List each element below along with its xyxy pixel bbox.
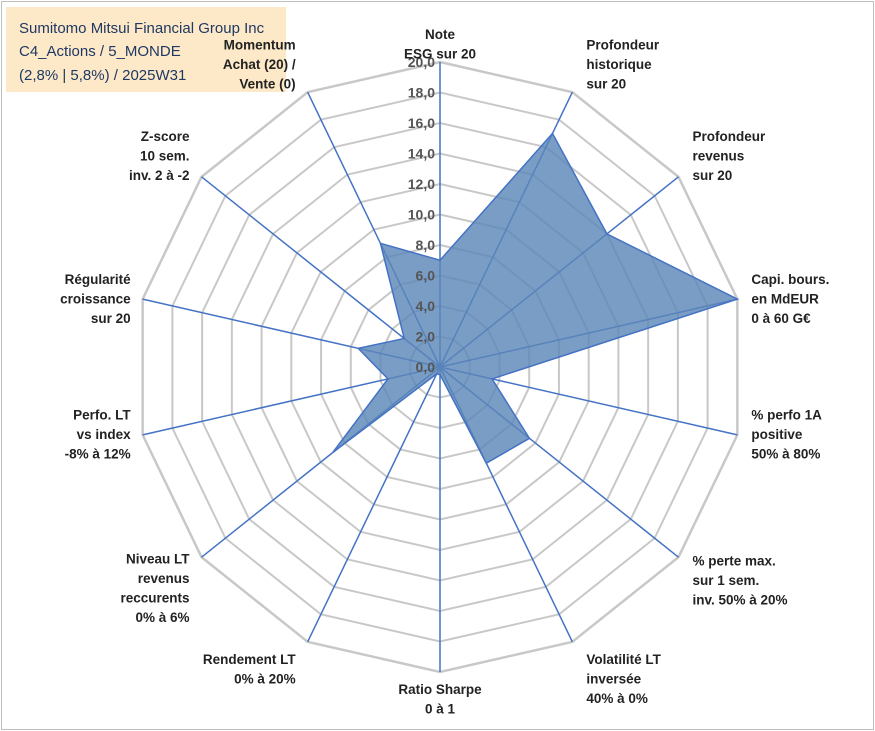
tick-label: 14,0 (408, 146, 435, 162)
axis-label-line: Vente (0) (239, 77, 295, 92)
axis-label: Volatilité LT inversée 40% à 0% (586, 652, 661, 706)
axis-label: Perfo. LT vs index -8% à 12% (65, 408, 132, 462)
axis-label-line: ESG sur 20 (404, 47, 476, 62)
tick-label: 16,0 (408, 115, 435, 131)
axis-label-line: sur 20 (692, 168, 732, 183)
axis-label-line: Capi. bours. (751, 272, 829, 287)
axis-label-line: Profondeur (586, 38, 659, 53)
tick-label: 6,0 (416, 268, 436, 284)
axis-label-line: Ratio Sharpe (398, 682, 482, 697)
axis-label-line: % perfo 1A (751, 408, 822, 423)
axis-label-line: Profondeur (692, 129, 765, 144)
axis-label-line: croissance (60, 291, 131, 306)
axis-label-line: positive (751, 427, 803, 442)
tick-label: 2,0 (416, 329, 436, 345)
axis-label: Momentum Achat (20) / Vente (0) (223, 38, 296, 92)
axis-label-line: Régularité (65, 272, 132, 287)
axis-label-line: Perfo. LT (73, 408, 131, 423)
axis-spoke (306, 366, 441, 643)
title-box: Sumitomo Mitsui Financial Group Inc C4_A… (6, 7, 286, 92)
axis-label-line: inversée (586, 671, 641, 686)
axis-label-line: en MdEUR (751, 291, 819, 306)
axis-label-line: sur 20 (91, 311, 131, 326)
axis-label-line: Z-score (141, 129, 190, 144)
axis-label-line: -8% à 12% (65, 447, 131, 462)
axis-label: % perfo 1A positive 50% à 80% (751, 408, 822, 462)
axis-label: Rendement LT 0% à 20% (203, 652, 297, 687)
axis-label-line: inv. 50% à 20% (692, 592, 787, 607)
axis-label-line: sur 1 sem. (692, 573, 759, 588)
axis-label-line: inv. 2 à -2 (129, 168, 190, 183)
axis-label: Régularité croissance sur 20 (60, 272, 131, 326)
axis-label-line: 40% à 0% (586, 691, 648, 706)
axis-label-line: Momentum (224, 38, 296, 53)
axis-label-line: sur 20 (586, 77, 626, 92)
data-series-area (332, 132, 740, 465)
tick-label: 0,0 (416, 359, 436, 375)
axis-label-line: 0% à 20% (234, 671, 296, 686)
axis-label-line: 0 à 1 (425, 702, 456, 717)
axis-label: Note ESG sur 20 (404, 27, 476, 62)
axis-label-line: Achat (20) / (223, 57, 296, 72)
axis-label-line: Volatilité LT (586, 652, 661, 667)
axis-label: Z-score 10 sem. inv. 2 à -2 (129, 129, 190, 183)
axis-label: Capi. bours. en MdEUR 0 à 60 G€ (751, 272, 829, 326)
axis-label: Ratio Sharpe 0 à 1 (398, 682, 482, 717)
axis-label-line: reccurents (120, 590, 189, 605)
axis-label: Profondeur historique sur 20 (586, 38, 659, 92)
axis-label: % perte max. sur 1 sem. inv. 50% à 20% (692, 553, 787, 607)
axis-label-line: 50% à 80% (751, 447, 820, 462)
tick-label: 8,0 (416, 237, 436, 253)
axis-label-line: revenus (138, 571, 190, 586)
axis-label-line: Niveau LT (126, 551, 190, 566)
tick-label: 4,0 (416, 298, 436, 314)
axis-spoke (201, 176, 441, 368)
radar-axis-labels: Note ESG sur 20 Profondeur historique sur 20… (60, 27, 829, 717)
axis-label: Niveau LT revenus reccurents 0% à 6% (120, 551, 190, 625)
radar-data (332, 132, 740, 465)
axis-label-line: Rendement LT (203, 652, 297, 667)
tick-label: 10,0 (408, 207, 435, 223)
axis-label: Profondeur revenus sur 20 (692, 129, 765, 183)
tick-label: 20,0 (408, 54, 435, 70)
chart-title-period: (2,8% | 5,8%) / 2025W31 (19, 67, 187, 84)
axis-label-line: vs index (77, 427, 132, 442)
chart-title-category: C4_Actions / 5_MONDE (19, 43, 181, 60)
tick-label: 18,0 (408, 85, 435, 101)
axis-label-line: historique (586, 57, 652, 72)
axis-label-line: % perte max. (692, 553, 775, 568)
radar-tick-labels: 0,0 2,0 4,0 6,0 8,0 10,0 12,0 14,0 16,0 18,0 20,0 (408, 54, 435, 375)
axis-label-line: Note (425, 27, 455, 42)
axis-label-line: 0 à 60 G€ (751, 311, 811, 326)
axis-label-line: 10 sem. (140, 149, 190, 164)
tick-label: 12,0 (408, 176, 435, 192)
axis-label-line: revenus (692, 149, 744, 164)
axis-label-line: 0% à 6% (135, 610, 189, 625)
chart-title-company: Sumitomo Mitsui Financial Group Inc (19, 20, 265, 37)
